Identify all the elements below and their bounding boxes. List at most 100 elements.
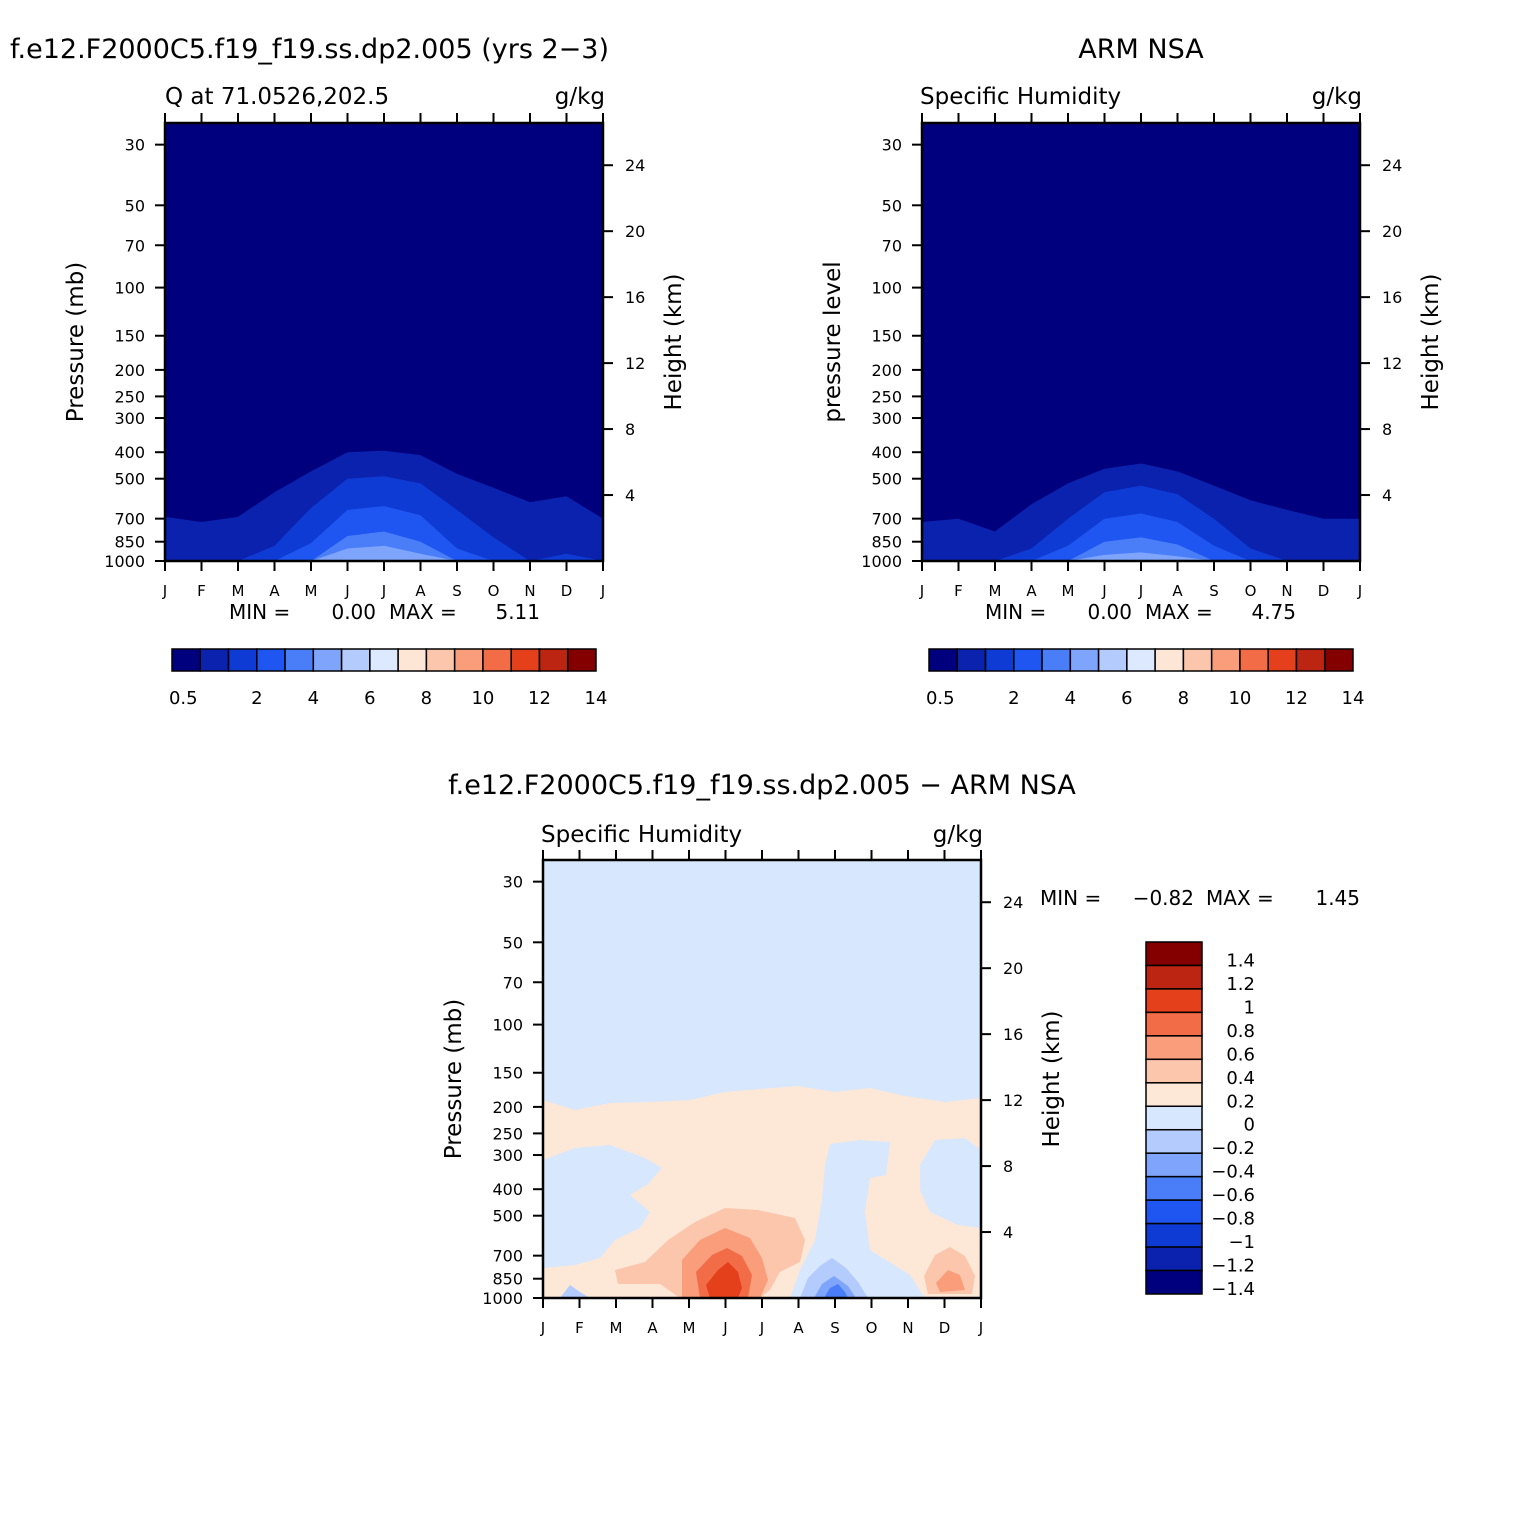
panel-model-height-tick-label: 4 (625, 486, 635, 505)
panel-obs-max-value: 4.75 (1251, 600, 1296, 624)
panel-model-colorbar-box (453, 648, 484, 672)
panel-model-colorbar-box (227, 648, 258, 672)
panel-obs-colorbar-label: 6 (1121, 688, 1132, 709)
panel-model-ylabel: Pressure (mb) (63, 262, 89, 422)
panel-diff-units: g/kg (933, 822, 983, 848)
panel-model-max-label: MAX = (389, 600, 457, 624)
panel-diff-ylabel-right: Height (km) (1039, 1010, 1065, 1147)
panel-model-contour-5 (165, 545, 603, 561)
panel-obs-height-tick-label: 24 (1382, 156, 1402, 175)
panel-model-pressure-tick-label: 150 (114, 327, 145, 346)
panel-diff-pressure-tick-label: 50 (503, 933, 523, 952)
panel-obs-colorbar-box (1210, 648, 1241, 672)
panel-diff-min-label: MIN = (1040, 886, 1101, 910)
panel-obs-pressure-tick-label: 200 (871, 361, 902, 380)
panel-obs-left-string: Specific Humidity (920, 84, 1121, 110)
panel-obs-month-tick-label: F (954, 582, 963, 600)
panel-diff-colorbar-box (1145, 1269, 1203, 1295)
panel-diff-colorbar-box (1145, 1199, 1203, 1225)
panel-diff-region-neg-west (543, 1145, 662, 1268)
panel-model-colorbar-box (425, 648, 456, 672)
panel-diff: f.e12.F2000C5.f19_f19.ss.dp2.005 − ARM N… (441, 770, 1360, 1337)
panel-obs-ylabel: pressure level (820, 261, 846, 422)
panel-model-colorbar-box (256, 648, 286, 672)
panel-diff-month-tick-label: J (540, 1319, 545, 1337)
panel-model-title: f.e12.F2000C5.f19_f19.ss.dp2.005 (yrs 2−… (10, 34, 609, 65)
panel-diff-height-tick-label: 20 (1003, 959, 1023, 978)
panel-model-units: g/kg (555, 84, 605, 110)
panel-model-height-tick-label: 24 (625, 156, 645, 175)
panel-diff-pressure-tick-label: 30 (503, 873, 523, 892)
panel-diff-month-tick-label: N (902, 1319, 913, 1337)
panel-diff-colorbar-box (1145, 1246, 1203, 1272)
panel-obs-contour-3 (922, 513, 1360, 561)
panel-model-month-tick-label: D (561, 582, 573, 600)
panel-obs-month-tick-label: M (1062, 582, 1075, 600)
panel-model-max-value: 5.11 (495, 600, 540, 624)
panel-obs-month-tick-label: J (1101, 582, 1106, 600)
panel-obs-colorbar-box (1154, 648, 1185, 672)
panel-diff-colorbar-label: −0.2 (1211, 1138, 1255, 1159)
panel-diff-month-tick-label: J (978, 1319, 983, 1337)
panel-diff-colorbar-label: 0.4 (1226, 1068, 1255, 1089)
panel-model-colorbar-box (510, 648, 541, 672)
panel-obs-pressure-tick-label: 500 (871, 470, 902, 489)
panel-model-pressure-tick-label: 700 (114, 510, 145, 529)
panel-obs-month-tick-label: J (1138, 582, 1143, 600)
panel-model-pressure-tick-label: 100 (114, 279, 145, 298)
panel-diff-colorbar-box (1145, 1082, 1203, 1108)
panel-obs-title: ARM NSA (1078, 34, 1204, 65)
panel-diff-month-tick-label: D (939, 1319, 951, 1337)
panel-diff-pressure-tick-label: 150 (492, 1064, 523, 1083)
panel-model-colorbar-box (284, 648, 315, 672)
panel-obs-colorbar-box (1267, 648, 1298, 672)
panel-diff-month-tick-label: O (866, 1319, 878, 1337)
panel-diff-region-neg-spring (560, 1285, 590, 1298)
panel-obs-contour-4 (922, 537, 1360, 561)
panel-obs-colorbar-box (1295, 648, 1326, 672)
panel-obs-colorbar-label: 2 (1008, 688, 1019, 709)
panel-diff-month-tick-label: M (683, 1319, 696, 1337)
panel-diff-pressure-tick-label: 400 (492, 1180, 523, 1199)
panel-model-colorbar-box (340, 648, 371, 672)
panel-model-colorbar-box (369, 648, 399, 672)
panel-diff-region-neg-0.6-0.8 (824, 1284, 848, 1298)
panel-obs-month-tick-label: A (1172, 582, 1183, 600)
panel-obs-colorbar-label: 12 (1285, 688, 1308, 709)
panel-diff-max-label: MAX = (1206, 886, 1274, 910)
panel-diff-pressure-tick-label: 250 (492, 1124, 523, 1143)
panel-obs-pressure-tick-label: 30 (882, 136, 902, 155)
panel-diff-title: f.e12.F2000C5.f19_f19.ss.dp2.005 − ARM N… (448, 770, 1076, 801)
panel-diff-colorbar: 1.4 1.21 0.80.6 0.40.2 0−0.2 −0.4−0.6 −0.8−1 −1… (1145, 941, 1255, 1300)
panel-obs-min-value: 0.00 (1087, 600, 1132, 624)
panel-obs-pressure-tick-label: 700 (871, 510, 902, 529)
panel-diff-colorbar-label: −1 (1228, 1232, 1255, 1253)
panel-model-colorbar-box (538, 648, 569, 672)
panel-obs-colorbar-box (1013, 648, 1043, 672)
panel-diff-month-tick-label: A (793, 1319, 804, 1337)
panel-obs-pressure-tick-label: 1000 (861, 552, 902, 571)
panel-diff-height-tick-label: 4 (1003, 1223, 1013, 1242)
panel-diff-region-dec-0.4-0.6 (936, 1270, 965, 1292)
panel-diff-colorbar-label: 0.2 (1226, 1091, 1255, 1112)
panel-obs-month-tick-label: N (1281, 582, 1292, 600)
panel-obs-min-label: MIN = (985, 600, 1046, 624)
panel-diff-colorbar-box (1145, 964, 1203, 990)
panel-obs-ylabel-right: Height (km) (1418, 273, 1444, 410)
panel-diff-colorbar-box (1145, 1222, 1203, 1248)
panel-diff-colorbar-box (1145, 1175, 1203, 1201)
panel-obs-colorbar-label: 0.5 (926, 688, 955, 709)
panel-obs-pressure-tick-label: 50 (882, 196, 902, 215)
panel-diff-region-pos-0.8-1 (706, 1262, 742, 1298)
panel-model-month-tick-label: J (381, 582, 386, 600)
panel-diff-region-pos-0-0.2 (543, 1086, 981, 1298)
panel-model-pressure-tick-label: 50 (125, 196, 145, 215)
panel-model-pressure-tick-label: 300 (114, 409, 145, 428)
panel-diff-colorbar-label: −1.2 (1211, 1256, 1255, 1277)
panel-model-pressure-tick-label: 30 (125, 136, 145, 155)
panel-model-colorbar-label: 2 (251, 688, 262, 709)
panel-model-month-tick-label: O (488, 582, 500, 600)
panel-diff-pressure-tick-label: 850 (492, 1270, 523, 1289)
panel-diff-month-tick-label: J (722, 1319, 727, 1337)
